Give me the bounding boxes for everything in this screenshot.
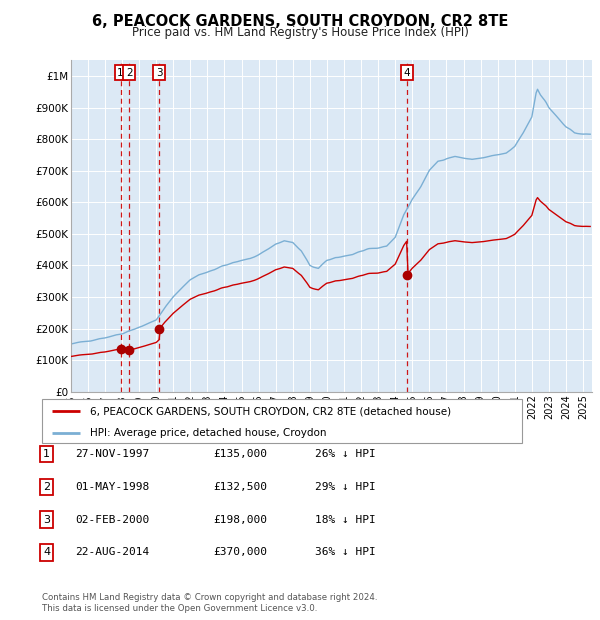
Text: 6, PEACOCK GARDENS, SOUTH CROYDON, CR2 8TE (detached house): 6, PEACOCK GARDENS, SOUTH CROYDON, CR2 8… [90,406,451,416]
Text: 1: 1 [117,68,124,78]
Text: HPI: Average price, detached house, Croydon: HPI: Average price, detached house, Croy… [90,428,326,438]
FancyBboxPatch shape [42,399,522,443]
Text: 18% ↓ HPI: 18% ↓ HPI [315,515,376,525]
Text: 4: 4 [43,547,50,557]
Text: £370,000: £370,000 [213,547,267,557]
Text: 2: 2 [43,482,50,492]
Text: Price paid vs. HM Land Registry's House Price Index (HPI): Price paid vs. HM Land Registry's House … [131,26,469,39]
Text: £198,000: £198,000 [213,515,267,525]
Text: £132,500: £132,500 [213,482,267,492]
Text: 6, PEACOCK GARDENS, SOUTH CROYDON, CR2 8TE: 6, PEACOCK GARDENS, SOUTH CROYDON, CR2 8… [92,14,508,29]
Text: Contains HM Land Registry data © Crown copyright and database right 2024.
This d: Contains HM Land Registry data © Crown c… [42,593,377,613]
Text: 4: 4 [403,68,410,78]
Text: 2: 2 [126,68,133,78]
Text: 02-FEB-2000: 02-FEB-2000 [75,515,149,525]
Text: 01-MAY-1998: 01-MAY-1998 [75,482,149,492]
Text: 1: 1 [43,449,50,459]
Text: £135,000: £135,000 [213,449,267,459]
Text: 3: 3 [43,515,50,525]
Text: 29% ↓ HPI: 29% ↓ HPI [315,482,376,492]
Text: 26% ↓ HPI: 26% ↓ HPI [315,449,376,459]
Text: 36% ↓ HPI: 36% ↓ HPI [315,547,376,557]
Text: 27-NOV-1997: 27-NOV-1997 [75,449,149,459]
Text: 22-AUG-2014: 22-AUG-2014 [75,547,149,557]
Text: 3: 3 [156,68,163,78]
